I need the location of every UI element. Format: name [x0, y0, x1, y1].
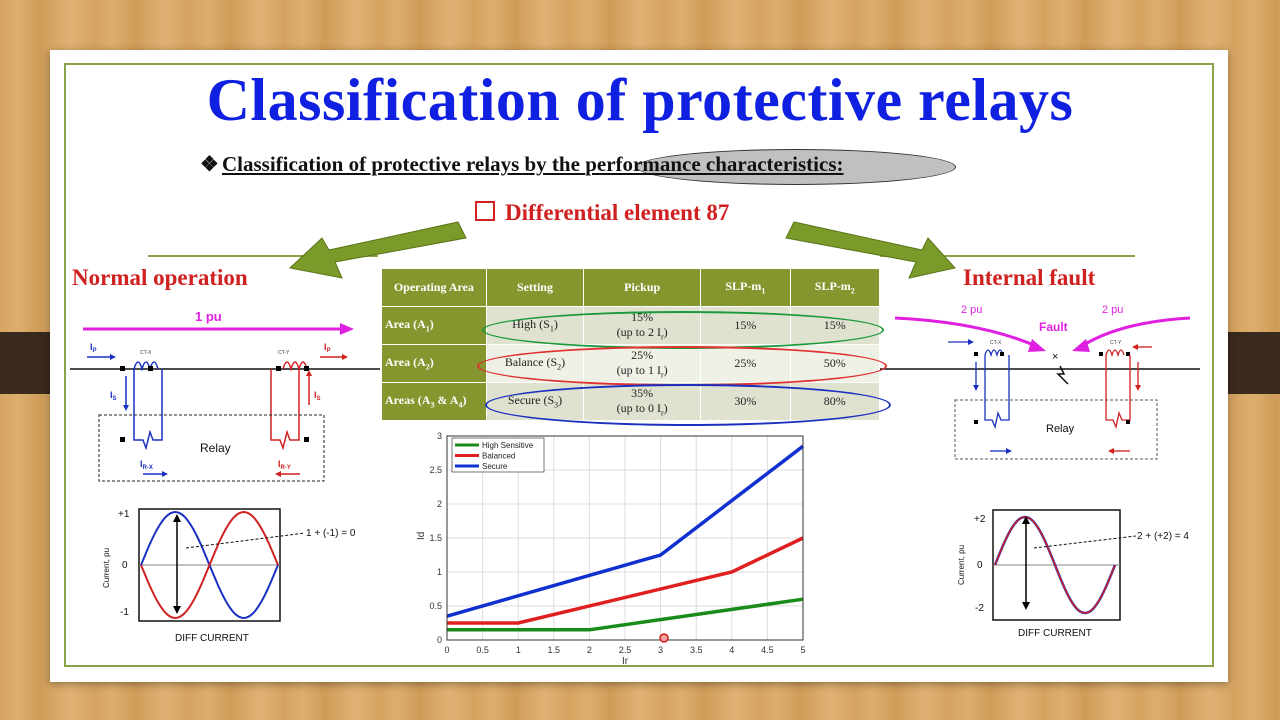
series-line-balanced [447, 536, 804, 625]
flow-1pu-label: 1 pu [195, 309, 222, 324]
cell-pickup: 35% (up to 0 Ir) [583, 382, 702, 421]
table-row: Area (A2) Balance (S2) 25% (up to 1 Ir) 2… [381, 344, 881, 383]
header-slp-m2: SLP-m2 [789, 268, 881, 307]
left-arrow-icon [288, 221, 467, 279]
ct-x-label: CT-X [140, 350, 152, 356]
cell-m1: 30% [700, 382, 791, 421]
x-tick-label: 0 [444, 645, 449, 655]
cell-m1: 25% [700, 344, 791, 383]
irx-label: IR-X [140, 459, 153, 471]
x-tick-label: 1 [516, 645, 521, 655]
page-title: Classification of protective relays [206, 67, 1074, 133]
fault-y-bot: -2 [975, 603, 984, 614]
svg-text:×: × [1052, 351, 1058, 363]
legend-label: Secure [482, 462, 508, 471]
x-tick-label: 3.5 [690, 645, 703, 655]
internal-fault-heading: Internal fault [963, 265, 1096, 290]
normal-wave-note: 1 + (-1) = 0 [306, 528, 356, 539]
x-tick-label: 3 [658, 645, 663, 655]
subtitle-highlight: performance characteristics: [585, 152, 844, 176]
divider-left [148, 255, 378, 257]
differential-element-heading: Differential element 87 [475, 200, 729, 226]
is-left-label: IS [110, 390, 117, 402]
ip-left-label: IP [90, 342, 97, 354]
highlight-ellipse [636, 149, 956, 185]
fault-ylabel: Current, pu [957, 545, 966, 585]
table-row: Areas (A3 & A4) Secure (S3) 35% (up to 0 … [381, 382, 881, 421]
x-tick-label: 1.5 [548, 645, 561, 655]
normal-xlabel: DIFF CURRENT [175, 633, 249, 644]
fault-left-pu: 2 pu [961, 304, 982, 316]
x-tick-label: 2.5 [619, 645, 632, 655]
differential-element-label: Differential element 87 [505, 200, 730, 225]
ct-y-label: CT-Y [278, 350, 290, 356]
cell-area: Areas (A3 & A4) [381, 382, 487, 421]
relay-label-fault: Relay [1046, 423, 1075, 435]
x-tick-label: 0.5 [476, 645, 489, 655]
y-tick-label: 1 [437, 567, 442, 577]
subtitle-lead: Classification of protective relays by t… [222, 152, 586, 176]
y-tick-label: 2 [437, 499, 442, 509]
y-tick-label: 1.5 [429, 533, 442, 543]
cell-area: Area (A2) [381, 344, 487, 383]
header-setting: Setting [485, 268, 585, 307]
subtitle: ❖ Classification of protective relays by … [200, 152, 843, 177]
normal-y-top: +1 [118, 509, 130, 520]
x-tick-label: 2 [587, 645, 592, 655]
normal-wave-red [140, 510, 279, 620]
relay-label-normal: Relay [200, 441, 231, 455]
y-tick-label: 0 [437, 635, 442, 645]
y-tick-label: 2.5 [429, 465, 442, 475]
checkbox-bullet-icon [475, 201, 495, 221]
normal-y-mid: 0 [122, 560, 128, 571]
cursor-dot-icon [659, 633, 669, 643]
normal-operation-heading: Normal operation [72, 265, 248, 290]
slide-frame [64, 63, 1214, 667]
legend-label: Balanced [482, 452, 515, 461]
fault-wave-note: 2 + (+2) = 4 [1137, 531, 1189, 542]
table-header-row: Operating Area Setting Pickup SLP-m1 SLP… [381, 268, 881, 307]
series-line-secure [446, 444, 805, 618]
ip-right-label: IP [324, 342, 331, 354]
fault-ct-x-label: CT-X [990, 340, 1002, 346]
cell-setting: Secure (S3) [485, 382, 585, 421]
fault-ct-y-label: CT-Y [1110, 340, 1122, 346]
iry-label: IR-Y [278, 459, 291, 471]
chart-xlabel: Ir [622, 656, 629, 667]
chart-frame [446, 435, 804, 641]
divider-right [880, 255, 1135, 257]
chart-ylabel: Id [416, 532, 427, 540]
y-tick-label: 3 [437, 431, 442, 441]
cell-m2: 50% [789, 344, 881, 383]
diamond-bullet-icon: ❖ [200, 152, 219, 176]
fault-wave-red [994, 516, 1116, 614]
fault-label: Fault [1039, 320, 1068, 334]
x-tick-label: 5 [800, 645, 805, 655]
fault-xlabel: DIFF CURRENT [1018, 628, 1092, 639]
legend-label: High Sensitive [482, 441, 534, 450]
normal-ylabel: Current, pu [102, 548, 111, 588]
series-line-high-sensitive [447, 597, 804, 632]
cell-m2: 80% [789, 382, 881, 421]
x-tick-label: 4 [729, 645, 734, 655]
is-right-label: IS [314, 390, 321, 402]
fault-y-top: +2 [974, 514, 986, 525]
header-operating-area: Operating Area [381, 268, 487, 307]
right-arrow-icon [785, 221, 956, 279]
fault-right-pu: 2 pu [1102, 304, 1123, 316]
y-tick-label: 0.5 [429, 601, 442, 611]
normal-y-bot: -1 [120, 607, 129, 618]
x-tick-label: 4.5 [761, 645, 774, 655]
fault-y-mid: 0 [977, 560, 983, 571]
cell-pickup: 25% (up to 1 Ir) [583, 344, 702, 383]
header-slp-m1: SLP-m1 [700, 268, 791, 307]
cell-setting: Balance (S2) [485, 344, 585, 383]
